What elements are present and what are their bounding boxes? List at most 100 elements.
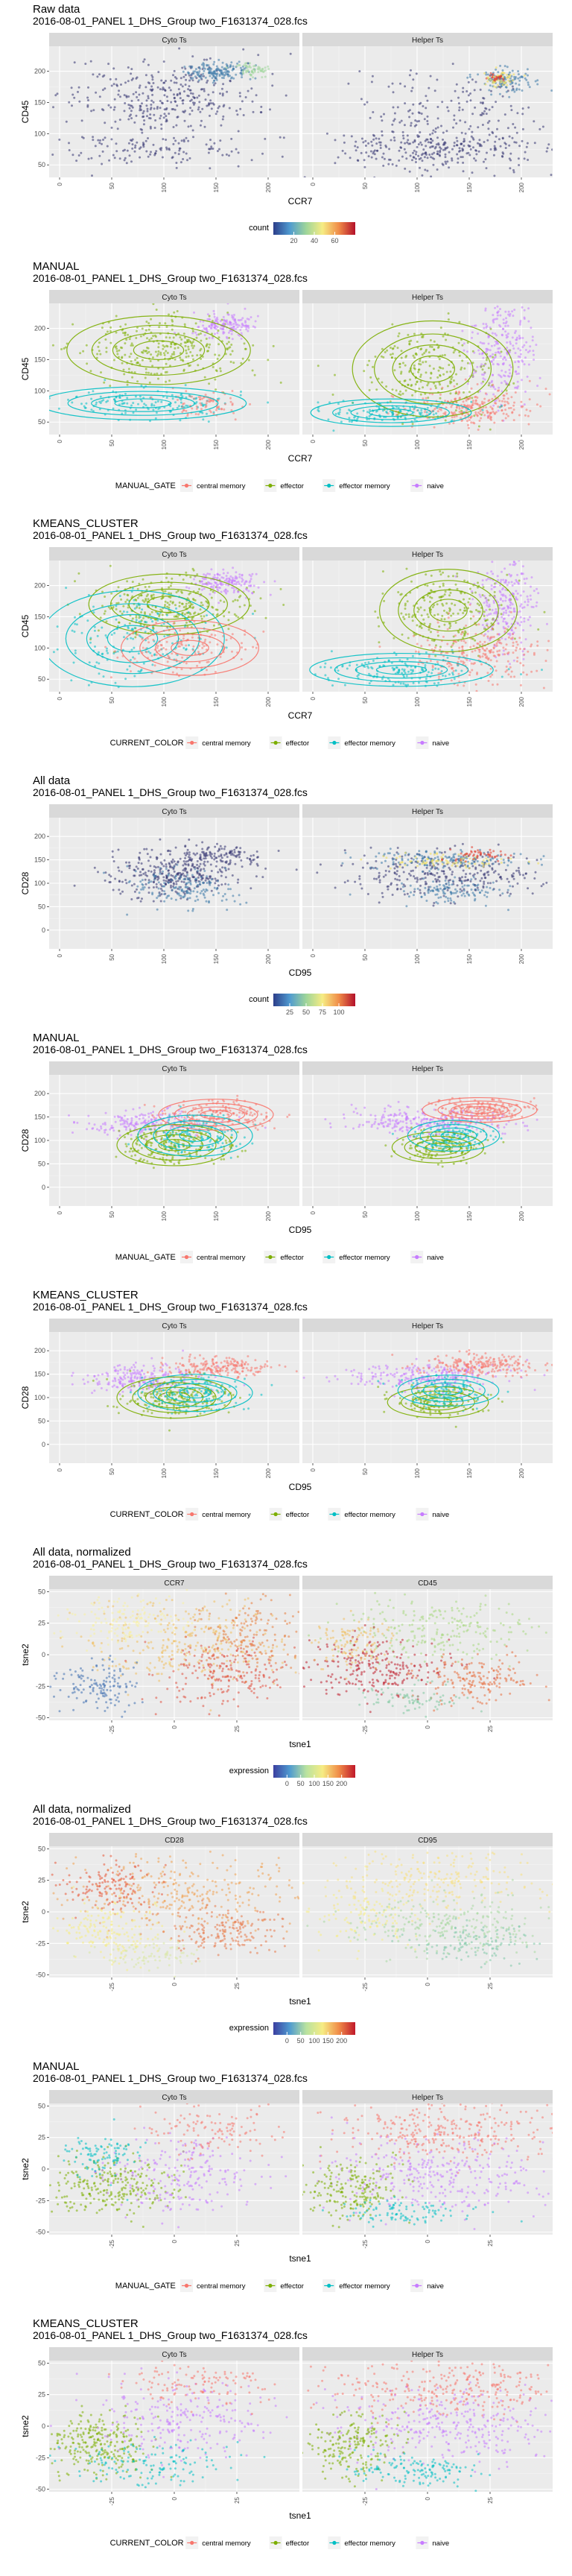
data-point [487, 342, 490, 345]
data-point [126, 599, 129, 602]
data-point [373, 149, 376, 152]
data-point [501, 653, 504, 656]
data-point [139, 620, 142, 623]
data-point [506, 66, 509, 69]
data-point [235, 110, 238, 113]
data-point [442, 143, 445, 146]
data-point [468, 419, 471, 421]
data-point [169, 410, 172, 413]
data-point [474, 639, 477, 642]
data-point [192, 648, 194, 651]
data-point [179, 97, 182, 100]
data-point [444, 147, 447, 150]
data-point [87, 684, 90, 686]
data-point [247, 89, 250, 92]
data-point [498, 352, 501, 355]
data-point [387, 85, 390, 88]
data-point [518, 83, 521, 86]
data-point [444, 142, 447, 145]
data-point [439, 570, 442, 573]
data-point [74, 622, 77, 625]
data-point [480, 363, 483, 366]
data-point [442, 335, 445, 338]
data-point [515, 82, 518, 85]
data-point [422, 386, 425, 389]
data-point [515, 649, 518, 652]
data-point [177, 153, 180, 156]
data-point [519, 662, 522, 665]
data-point [398, 659, 401, 662]
data-point [448, 594, 451, 597]
x-tick-label: 50 [362, 182, 369, 189]
data-point [193, 344, 196, 347]
data-point [468, 587, 471, 590]
data-point [206, 343, 209, 346]
data-point [489, 659, 492, 662]
data-point [179, 77, 182, 80]
data-point [168, 656, 171, 659]
data-point [534, 80, 537, 83]
data-point [331, 394, 334, 396]
data-point [203, 403, 206, 406]
data-point [120, 598, 123, 601]
data-point [446, 651, 449, 654]
data-point [236, 599, 239, 602]
data-point [123, 402, 126, 405]
data-point [504, 310, 507, 313]
data-point [374, 356, 377, 358]
data-point [140, 384, 143, 387]
data-point [497, 405, 500, 408]
data-point [521, 75, 524, 78]
data-point [149, 420, 151, 423]
data-point [378, 141, 381, 144]
data-point [151, 76, 154, 78]
data-point [170, 592, 173, 595]
data-point [482, 377, 485, 380]
data-point [495, 135, 498, 138]
data-point [230, 150, 233, 153]
data-point [367, 142, 370, 145]
data-point [247, 590, 250, 593]
data-point [366, 418, 369, 421]
data-point [463, 598, 465, 601]
data-point [64, 346, 67, 349]
facet-strip [302, 290, 553, 303]
data-point [109, 385, 112, 388]
data-point [482, 323, 485, 325]
data-point [500, 79, 503, 82]
data-point [512, 641, 515, 644]
data-point [505, 596, 508, 599]
data-point [397, 335, 400, 338]
data-point [484, 83, 487, 86]
data-point [238, 95, 241, 98]
data-point [153, 154, 156, 157]
data-point [501, 136, 504, 139]
data-point [497, 409, 500, 412]
data-point [401, 633, 404, 636]
data-point [207, 93, 210, 96]
data-point [92, 410, 95, 413]
data-point [185, 404, 188, 407]
data-point [238, 319, 241, 322]
data-point [130, 670, 132, 673]
data-point [202, 324, 205, 327]
data-point [282, 136, 285, 139]
data-point [422, 596, 425, 599]
data-point [477, 403, 480, 406]
data-point [181, 66, 184, 69]
data-point [163, 81, 166, 84]
data-point [504, 638, 507, 641]
data-point [185, 356, 188, 359]
data-point [156, 107, 159, 110]
data-point [230, 323, 233, 326]
data-point [183, 90, 185, 93]
data-point [464, 405, 467, 407]
data-point [289, 52, 292, 55]
data-point [144, 367, 147, 370]
data-point [78, 613, 81, 616]
data-point [105, 350, 108, 353]
x-tick-label: 50 [109, 182, 115, 189]
data-point [515, 131, 518, 134]
data-point [468, 404, 471, 407]
data-point [147, 641, 150, 644]
